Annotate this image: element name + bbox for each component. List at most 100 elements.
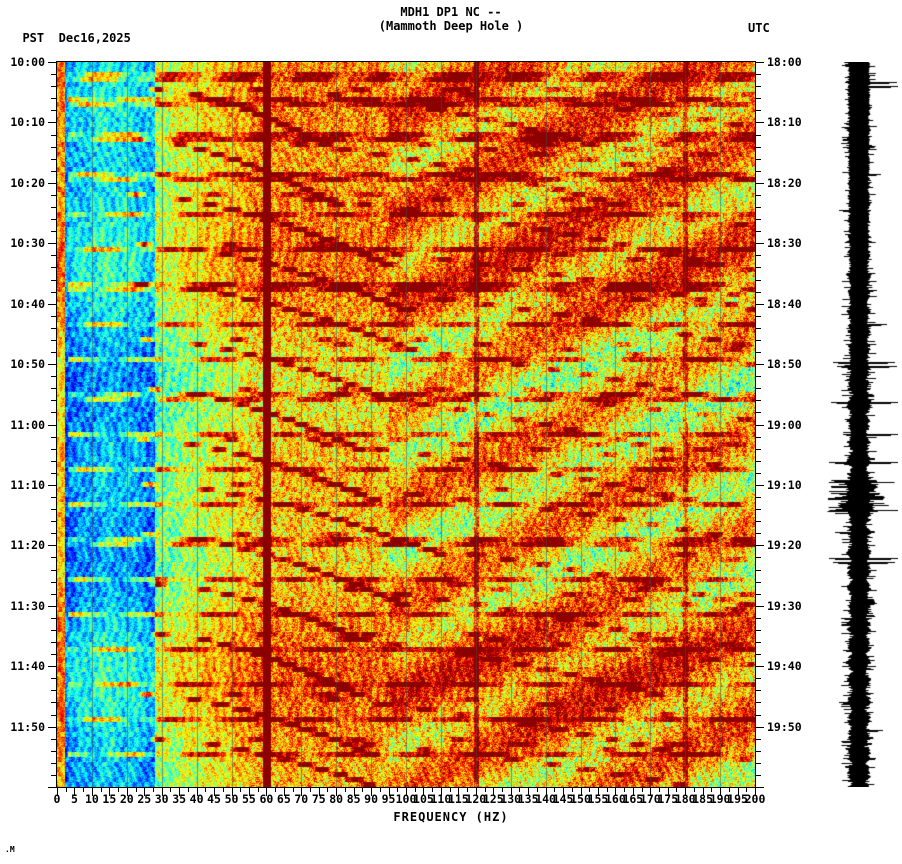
tick-minor-local bbox=[51, 352, 57, 353]
frequency-label: 45 bbox=[207, 792, 221, 806]
tick-minor-local bbox=[51, 158, 57, 160]
tick-minor-utc bbox=[755, 74, 761, 76]
tick-minor-utc bbox=[755, 158, 761, 160]
tick-minor-utc bbox=[755, 654, 761, 656]
tick-minor-utc bbox=[755, 315, 761, 317]
page-title: MDH1 DP1 NC -- (Mammoth Deep Hole ) bbox=[0, 5, 902, 33]
tick-frequency bbox=[458, 787, 460, 796]
tick-frequency bbox=[580, 787, 582, 796]
tick-minor-utc bbox=[755, 629, 761, 631]
tick-frequency bbox=[248, 787, 250, 796]
time-label-local: 10:50 bbox=[10, 357, 45, 372]
tick-minor-utc bbox=[755, 750, 761, 752]
tick-minor-local bbox=[51, 231, 57, 233]
tick-frequency bbox=[318, 787, 320, 796]
tick-frequency bbox=[83, 787, 85, 792]
tick-minor-local bbox=[51, 327, 57, 329]
frequency-label: 0 bbox=[53, 792, 61, 806]
tick-frequency bbox=[659, 787, 661, 792]
seismogram-canvas bbox=[826, 62, 898, 787]
tick-minor-utc bbox=[755, 207, 761, 208]
frequency-label: 120 bbox=[465, 792, 487, 806]
tick-frequency bbox=[728, 787, 730, 792]
tick-minor-local bbox=[48, 787, 57, 788]
tick-minor-local bbox=[48, 243, 57, 245]
frequency-label: 160 bbox=[605, 792, 626, 806]
tick-frequency bbox=[650, 787, 652, 796]
tick-minor-utc bbox=[755, 219, 761, 221]
tick-minor-local bbox=[48, 666, 57, 668]
tick-minor-utc bbox=[755, 376, 761, 378]
tick-minor-local bbox=[51, 497, 57, 498]
tick-frequency bbox=[135, 787, 137, 792]
tick-minor-utc bbox=[755, 98, 761, 100]
time-label-utc: 18:00 bbox=[767, 55, 802, 69]
tick-minor-local bbox=[51, 400, 57, 402]
tick-minor-local bbox=[51, 702, 57, 704]
tick-frequency bbox=[388, 787, 390, 796]
time-label-utc: 18:20 bbox=[767, 175, 802, 190]
tick-frequency bbox=[362, 787, 364, 792]
time-label-local: 10:00 bbox=[10, 55, 45, 69]
frequency-label: 135 bbox=[517, 792, 539, 806]
tick-frequency bbox=[126, 787, 128, 796]
tick-minor-utc bbox=[755, 484, 764, 486]
tick-minor-local bbox=[51, 762, 57, 764]
frequency-label: 5 bbox=[70, 792, 78, 806]
tick-minor-local bbox=[51, 448, 57, 450]
tick-frequency bbox=[240, 787, 242, 792]
tick-minor-utc bbox=[755, 424, 764, 426]
tick-minor-local bbox=[51, 629, 57, 631]
frequency-label: 75 bbox=[311, 792, 326, 806]
tick-minor-utc bbox=[755, 497, 761, 498]
tick-minor-local bbox=[51, 714, 57, 716]
tick-minor-utc bbox=[755, 122, 764, 124]
tick-frequency bbox=[109, 787, 111, 796]
tick-minor-local bbox=[51, 279, 57, 281]
tick-frequency bbox=[632, 787, 634, 796]
tick-minor-utc bbox=[755, 642, 761, 643]
tick-frequency bbox=[275, 787, 277, 792]
tick-frequency bbox=[501, 787, 503, 792]
tick-minor-utc bbox=[755, 255, 761, 257]
corner-glyph: .M bbox=[5, 845, 15, 854]
frequency-label: 20 bbox=[119, 792, 134, 806]
time-label-utc: 19:10 bbox=[767, 477, 802, 492]
tick-frequency bbox=[179, 787, 181, 796]
tick-minor-utc bbox=[755, 388, 761, 390]
frequency-label: 30 bbox=[154, 792, 169, 806]
time-label-utc: 19:00 bbox=[767, 417, 802, 432]
tick-minor-utc bbox=[755, 738, 761, 740]
frequency-label: 80 bbox=[329, 792, 344, 806]
tick-frequency bbox=[231, 787, 233, 796]
tick-frequency bbox=[170, 787, 172, 792]
tick-frequency bbox=[563, 787, 565, 796]
tick-minor-utc bbox=[755, 787, 764, 788]
tick-frequency bbox=[353, 787, 355, 796]
tick-minor-utc bbox=[755, 243, 764, 245]
tick-minor-local bbox=[51, 690, 57, 692]
time-label-utc: 18:30 bbox=[767, 236, 802, 251]
tick-minor-local bbox=[51, 388, 57, 390]
tick-minor-utc bbox=[755, 352, 761, 353]
tick-minor-local bbox=[48, 122, 57, 124]
tick-frequency bbox=[467, 787, 469, 792]
frequency-label: 190 bbox=[709, 792, 731, 806]
tick-minor-utc bbox=[755, 472, 761, 474]
frequency-label: 85 bbox=[346, 792, 361, 806]
frequency-label: 50 bbox=[224, 792, 239, 806]
tick-minor-utc bbox=[755, 170, 761, 172]
spectrogram-canvas[interactable] bbox=[57, 62, 755, 787]
tick-minor-utc bbox=[755, 690, 761, 692]
tick-frequency bbox=[571, 787, 573, 792]
frequency-label: 145 bbox=[552, 792, 574, 806]
tick-minor-local bbox=[51, 207, 57, 208]
time-label-utc: 19:50 bbox=[767, 719, 802, 734]
tick-minor-utc bbox=[755, 412, 761, 414]
tick-frequency bbox=[589, 787, 591, 792]
time-label-local: 11:50 bbox=[10, 719, 45, 734]
spectrogram-plot[interactable] bbox=[57, 62, 755, 787]
tick-frequency bbox=[720, 787, 722, 796]
time-label-local: 11:10 bbox=[10, 477, 45, 492]
frequency-label: 115 bbox=[447, 792, 469, 806]
